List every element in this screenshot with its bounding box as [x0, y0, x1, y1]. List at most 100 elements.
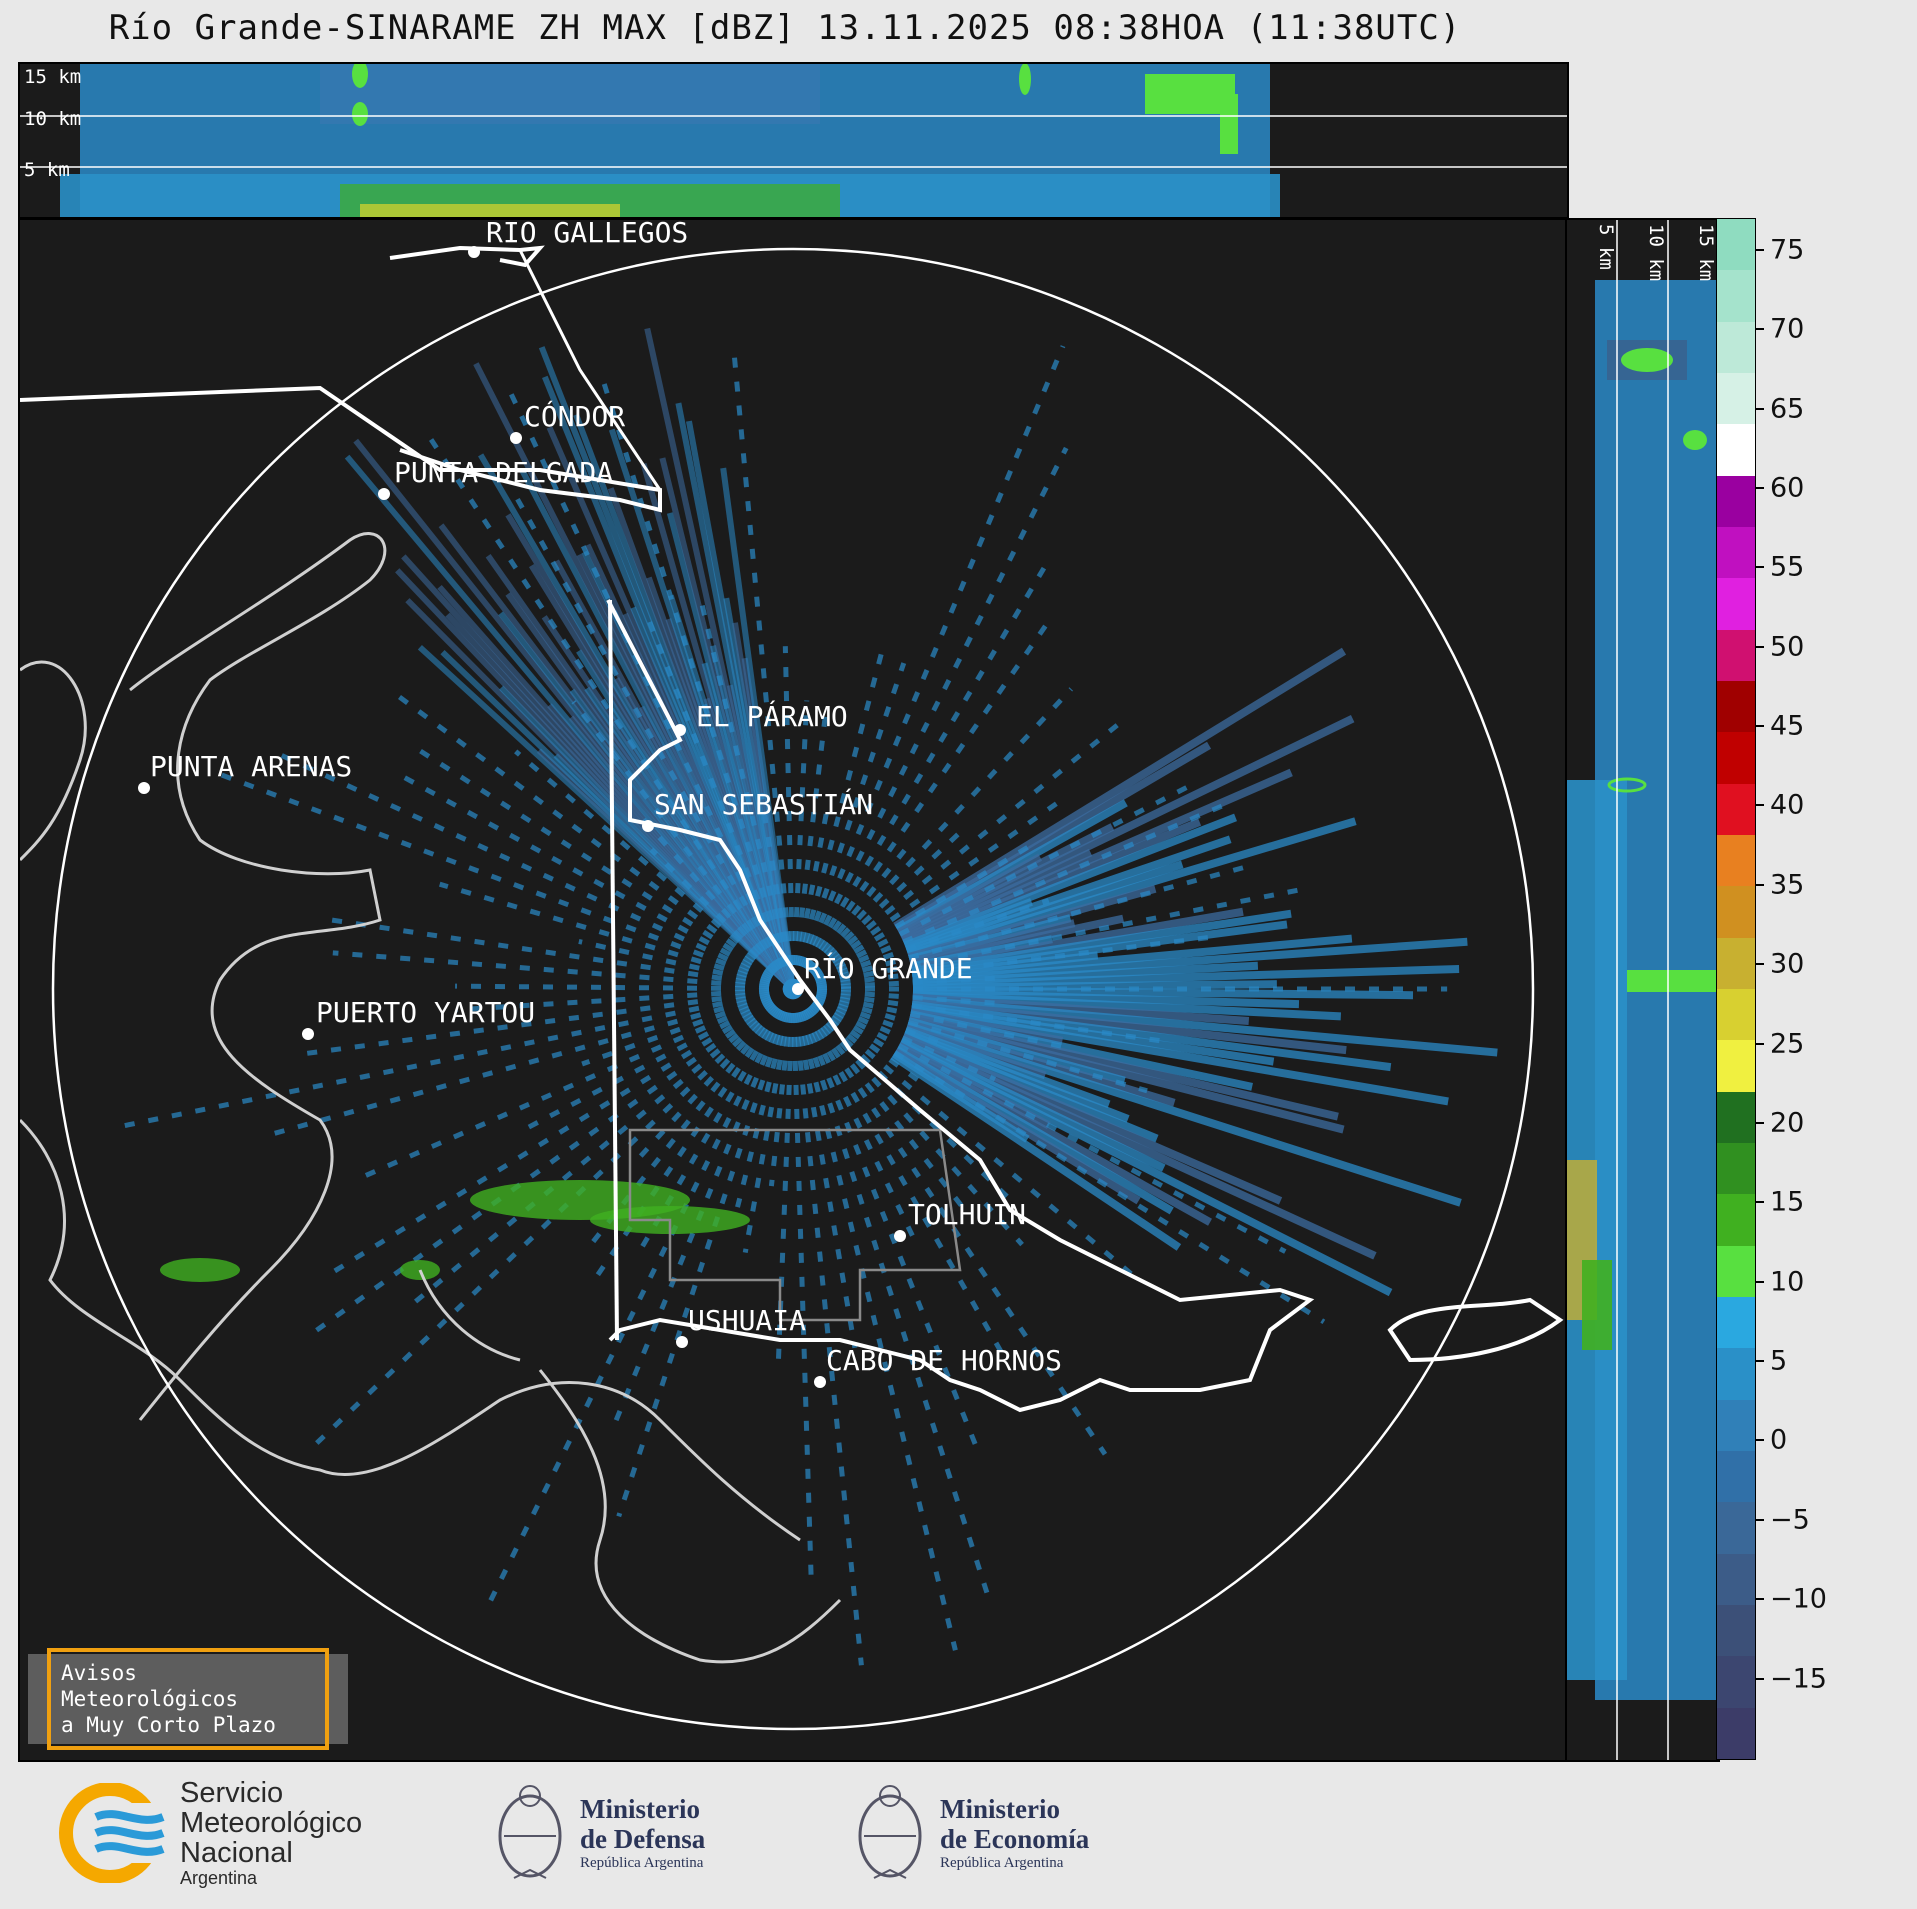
coastline-brunswick: [129, 532, 387, 1421]
right-height-label-15km: 15 km: [1695, 224, 1717, 282]
top-cross-section-panel: 15 km 10 km 5 km: [18, 62, 1569, 219]
colorbar-tick: [1756, 1677, 1764, 1680]
colorbar-tick: [1756, 1518, 1764, 1521]
colorbar-segment: [1717, 1707, 1755, 1759]
colorbar-tick-label: −15: [1770, 1663, 1827, 1695]
colorbar-segment: [1717, 1553, 1755, 1605]
colorbar-segment: [1717, 270, 1755, 322]
radar-ppi-panel: RÍO GALLEGOS CÓNDOR PUNTA DELGADA EL PÁR…: [18, 218, 1569, 1762]
city-label-ushuaia: USHUAIA: [688, 1304, 807, 1337]
economia-emblem-icon: [858, 1785, 922, 1879]
colorbar-tick: [1756, 645, 1764, 648]
city-label-cabo-de-hornos: CABO DE HORNOS: [826, 1344, 1063, 1377]
avisos-label: Avisos Meteorológicos a Muy Corto Plazo: [47, 1648, 329, 1750]
colorbar-segment: [1717, 988, 1755, 1041]
colorbar-tick-label: 60: [1770, 472, 1805, 504]
smn-logo: Servicio Meteorológico Nacional Argentin…: [58, 1778, 362, 1888]
right-height-label-5km: 5 km: [1595, 224, 1617, 270]
city-label-puerto-yartou: PUERTO YARTOU: [316, 996, 536, 1029]
economia-line3: República Argentina: [940, 1855, 1064, 1871]
avisos-line1: Avisos Meteorológicos: [61, 1661, 239, 1711]
top-height-label-15km: 15 km: [24, 66, 82, 88]
colorbar-tick: [1756, 486, 1764, 489]
top-height-label-5km: 5 km: [24, 159, 70, 181]
smn-line4: Argentina: [180, 1868, 258, 1888]
colorbar-tick-label: −10: [1770, 1583, 1827, 1615]
colorbar-tick: [1756, 248, 1764, 251]
colorbar-segment: [1717, 1296, 1755, 1349]
coast-gallegos-cape: [518, 249, 662, 491]
colorbar-segment: [1717, 834, 1755, 887]
city-dot-punta-delgada: [378, 488, 390, 500]
dbz-colorbar: [1716, 218, 1756, 1760]
colorbar-tick-label: 50: [1770, 631, 1805, 663]
city-dot-ushuaia: [676, 1336, 688, 1348]
city-label-tolhuin: TOLHUIN: [908, 1198, 1027, 1231]
defensa-line3: República Argentina: [580, 1855, 704, 1871]
defensa-logo: Ministerio de Defensa República Argentin…: [494, 1778, 705, 1888]
city-label-punta-delgada: PUNTA DELGADA: [394, 456, 614, 489]
colorbar-tick-label: −5: [1770, 1504, 1810, 1536]
city-dot-san-sebastian: [642, 820, 654, 832]
colorbar-segment: [1717, 578, 1755, 630]
colorbar-segment: [1717, 1399, 1755, 1451]
border-line-vertical: [608, 599, 619, 1341]
colorbar-segment: [1717, 1245, 1755, 1297]
colorbar-tick-label: 40: [1770, 789, 1805, 821]
colorbar-segment: [1717, 1604, 1755, 1657]
international-border: [20, 385, 662, 513]
smn-line3: Nacional: [180, 1837, 293, 1869]
colorbar-segment: [1717, 424, 1755, 476]
colorbar-tick-label: 5: [1770, 1345, 1788, 1377]
colorbar-tick: [1756, 1121, 1764, 1124]
smn-line1: Servicio: [180, 1777, 284, 1809]
colorbar-segment: [1717, 1450, 1755, 1503]
colorbar-segment: [1717, 937, 1755, 989]
city-dot-punta-arenas: [138, 782, 150, 794]
economia-line2: de Economía: [940, 1824, 1090, 1854]
colorbar-segment: [1717, 1348, 1755, 1400]
colorbar-tick-label: 0: [1770, 1424, 1788, 1456]
colorbar-segment: [1717, 783, 1755, 835]
defensa-line1: Ministerio: [580, 1794, 700, 1824]
colorbar-tick: [1756, 328, 1764, 331]
coastline-islands: [538, 1369, 842, 1664]
coastline-west: [20, 660, 87, 862]
radar-echo-rays: [117, 327, 1498, 1666]
colorbar-tick: [1756, 1042, 1764, 1045]
colorbar-segment: [1717, 886, 1755, 938]
city-dot-el-paramo: [674, 724, 686, 736]
coast-tierra-del-fuego: [606, 599, 1315, 1413]
colorbar-tick: [1756, 1201, 1764, 1204]
top-cross-section-svg: [20, 64, 1567, 217]
colorbar-segment: [1717, 1656, 1755, 1708]
colorbar-tick-label: 75: [1770, 234, 1805, 266]
colorbar-segment: [1717, 1091, 1755, 1143]
colorbar-tick: [1756, 407, 1764, 410]
colorbar-segment: [1717, 1040, 1755, 1092]
defensa-emblem-icon: [498, 1785, 562, 1879]
colorbar-segment: [1717, 1502, 1755, 1554]
colorbar-tick: [1756, 963, 1764, 966]
colorbar-tick-label: 10: [1770, 1266, 1805, 1298]
right-cross-section-panel: 5 km 10 km 15 km: [1565, 218, 1720, 1762]
colorbar-segment: [1717, 1142, 1755, 1195]
range-ring: [51, 247, 1535, 1731]
colorbar-segment: [1717, 321, 1755, 373]
colorbar-segment: [1717, 680, 1755, 733]
colorbar-tick-label: 15: [1770, 1186, 1805, 1218]
smn-line2: Meteorológico: [180, 1807, 363, 1839]
coast-isla-de-los-estados: [1387, 1297, 1564, 1363]
city-dot-condor: [510, 432, 522, 444]
colorbar-segment: [1717, 732, 1755, 784]
colorbar-tick-label: 30: [1770, 948, 1805, 980]
colorbar-tick-label: 70: [1770, 313, 1805, 345]
colorbar-tick-label: 55: [1770, 551, 1805, 583]
colorbar-segment: [1717, 1194, 1755, 1246]
colorbar-tick-label: 45: [1770, 710, 1805, 742]
colorbar-tick: [1756, 566, 1764, 569]
top-height-label-10km: 10 km: [24, 108, 82, 130]
defensa-line2: de Defensa: [580, 1824, 706, 1854]
avisos-box[interactable]: Avisos Meteorológicos a Muy Corto Plazo: [28, 1648, 348, 1750]
economia-logo: Ministerio de Economía República Argenti…: [854, 1778, 1089, 1888]
